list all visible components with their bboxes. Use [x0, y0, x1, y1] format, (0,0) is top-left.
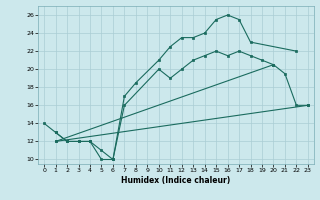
X-axis label: Humidex (Indice chaleur): Humidex (Indice chaleur) [121, 176, 231, 185]
